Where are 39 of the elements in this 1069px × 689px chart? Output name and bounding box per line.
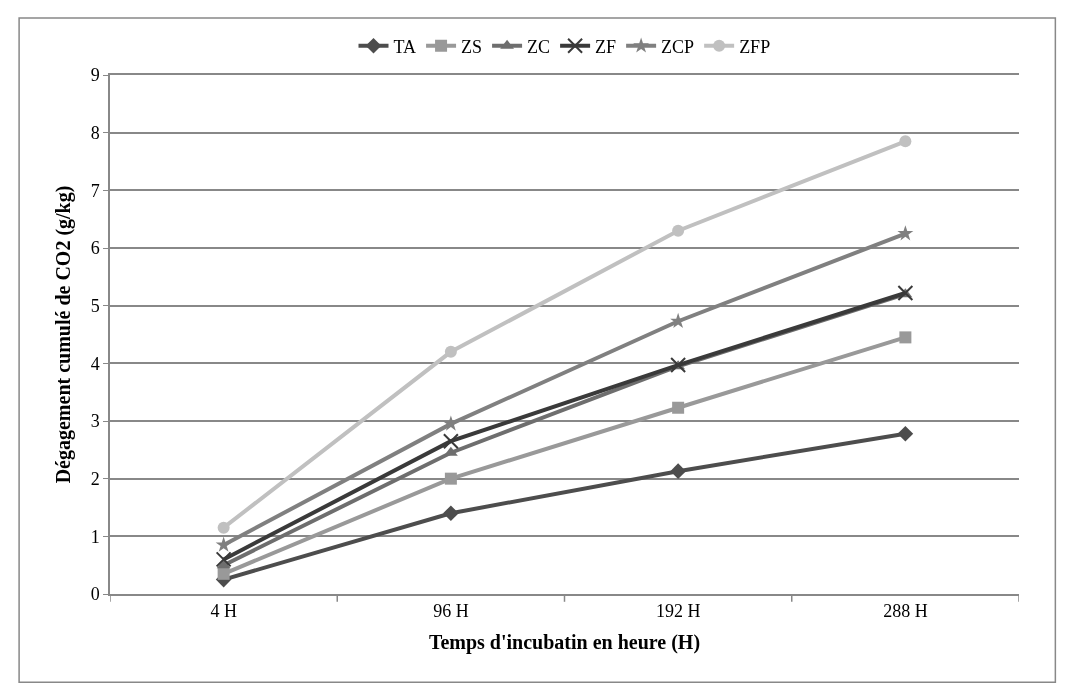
y-tick-label: 2	[90, 468, 100, 489]
y-tick-label: 5	[90, 295, 100, 316]
point	[672, 401, 685, 414]
point	[899, 331, 912, 344]
x-tick-label: 4 H	[210, 601, 237, 622]
point	[215, 551, 232, 568]
x-tick-label: 192 H	[655, 601, 701, 622]
point	[672, 224, 685, 237]
point	[897, 225, 914, 241]
legend-label: TA	[393, 36, 417, 57]
y-axis-title: Dégagement cumulé de CO2 (g/kg)	[51, 185, 75, 484]
point	[217, 567, 230, 580]
legend-label: ZCP	[661, 36, 695, 57]
y-tick-label: 0	[90, 584, 100, 605]
point	[670, 463, 686, 479]
y-tick-label: 8	[90, 122, 100, 143]
point	[444, 472, 457, 485]
point	[217, 521, 230, 534]
point	[897, 425, 914, 442]
y-tick-label: 7	[90, 180, 100, 201]
y-tick-label: 6	[90, 238, 100, 259]
point	[444, 345, 457, 358]
x-tick-label: 96 H	[433, 601, 469, 622]
point	[897, 284, 914, 301]
legend-label: ZS	[461, 36, 483, 57]
legend-label: ZC	[527, 36, 551, 57]
point	[442, 433, 459, 450]
y-tick-label: 4	[90, 353, 100, 374]
legend-label: ZFP	[739, 36, 771, 57]
legend-label: ZF	[595, 36, 617, 57]
point	[215, 536, 232, 552]
y-tick-label: 1	[90, 526, 100, 547]
point	[443, 505, 459, 522]
point	[899, 135, 912, 148]
point	[670, 357, 687, 374]
y-tick-label: 9	[90, 65, 100, 86]
x-tick-label: 288 H	[883, 601, 928, 622]
y-tick-label: 3	[90, 411, 100, 432]
x-axis-title: Temps d'incubatin en heure (H)	[428, 631, 701, 655]
